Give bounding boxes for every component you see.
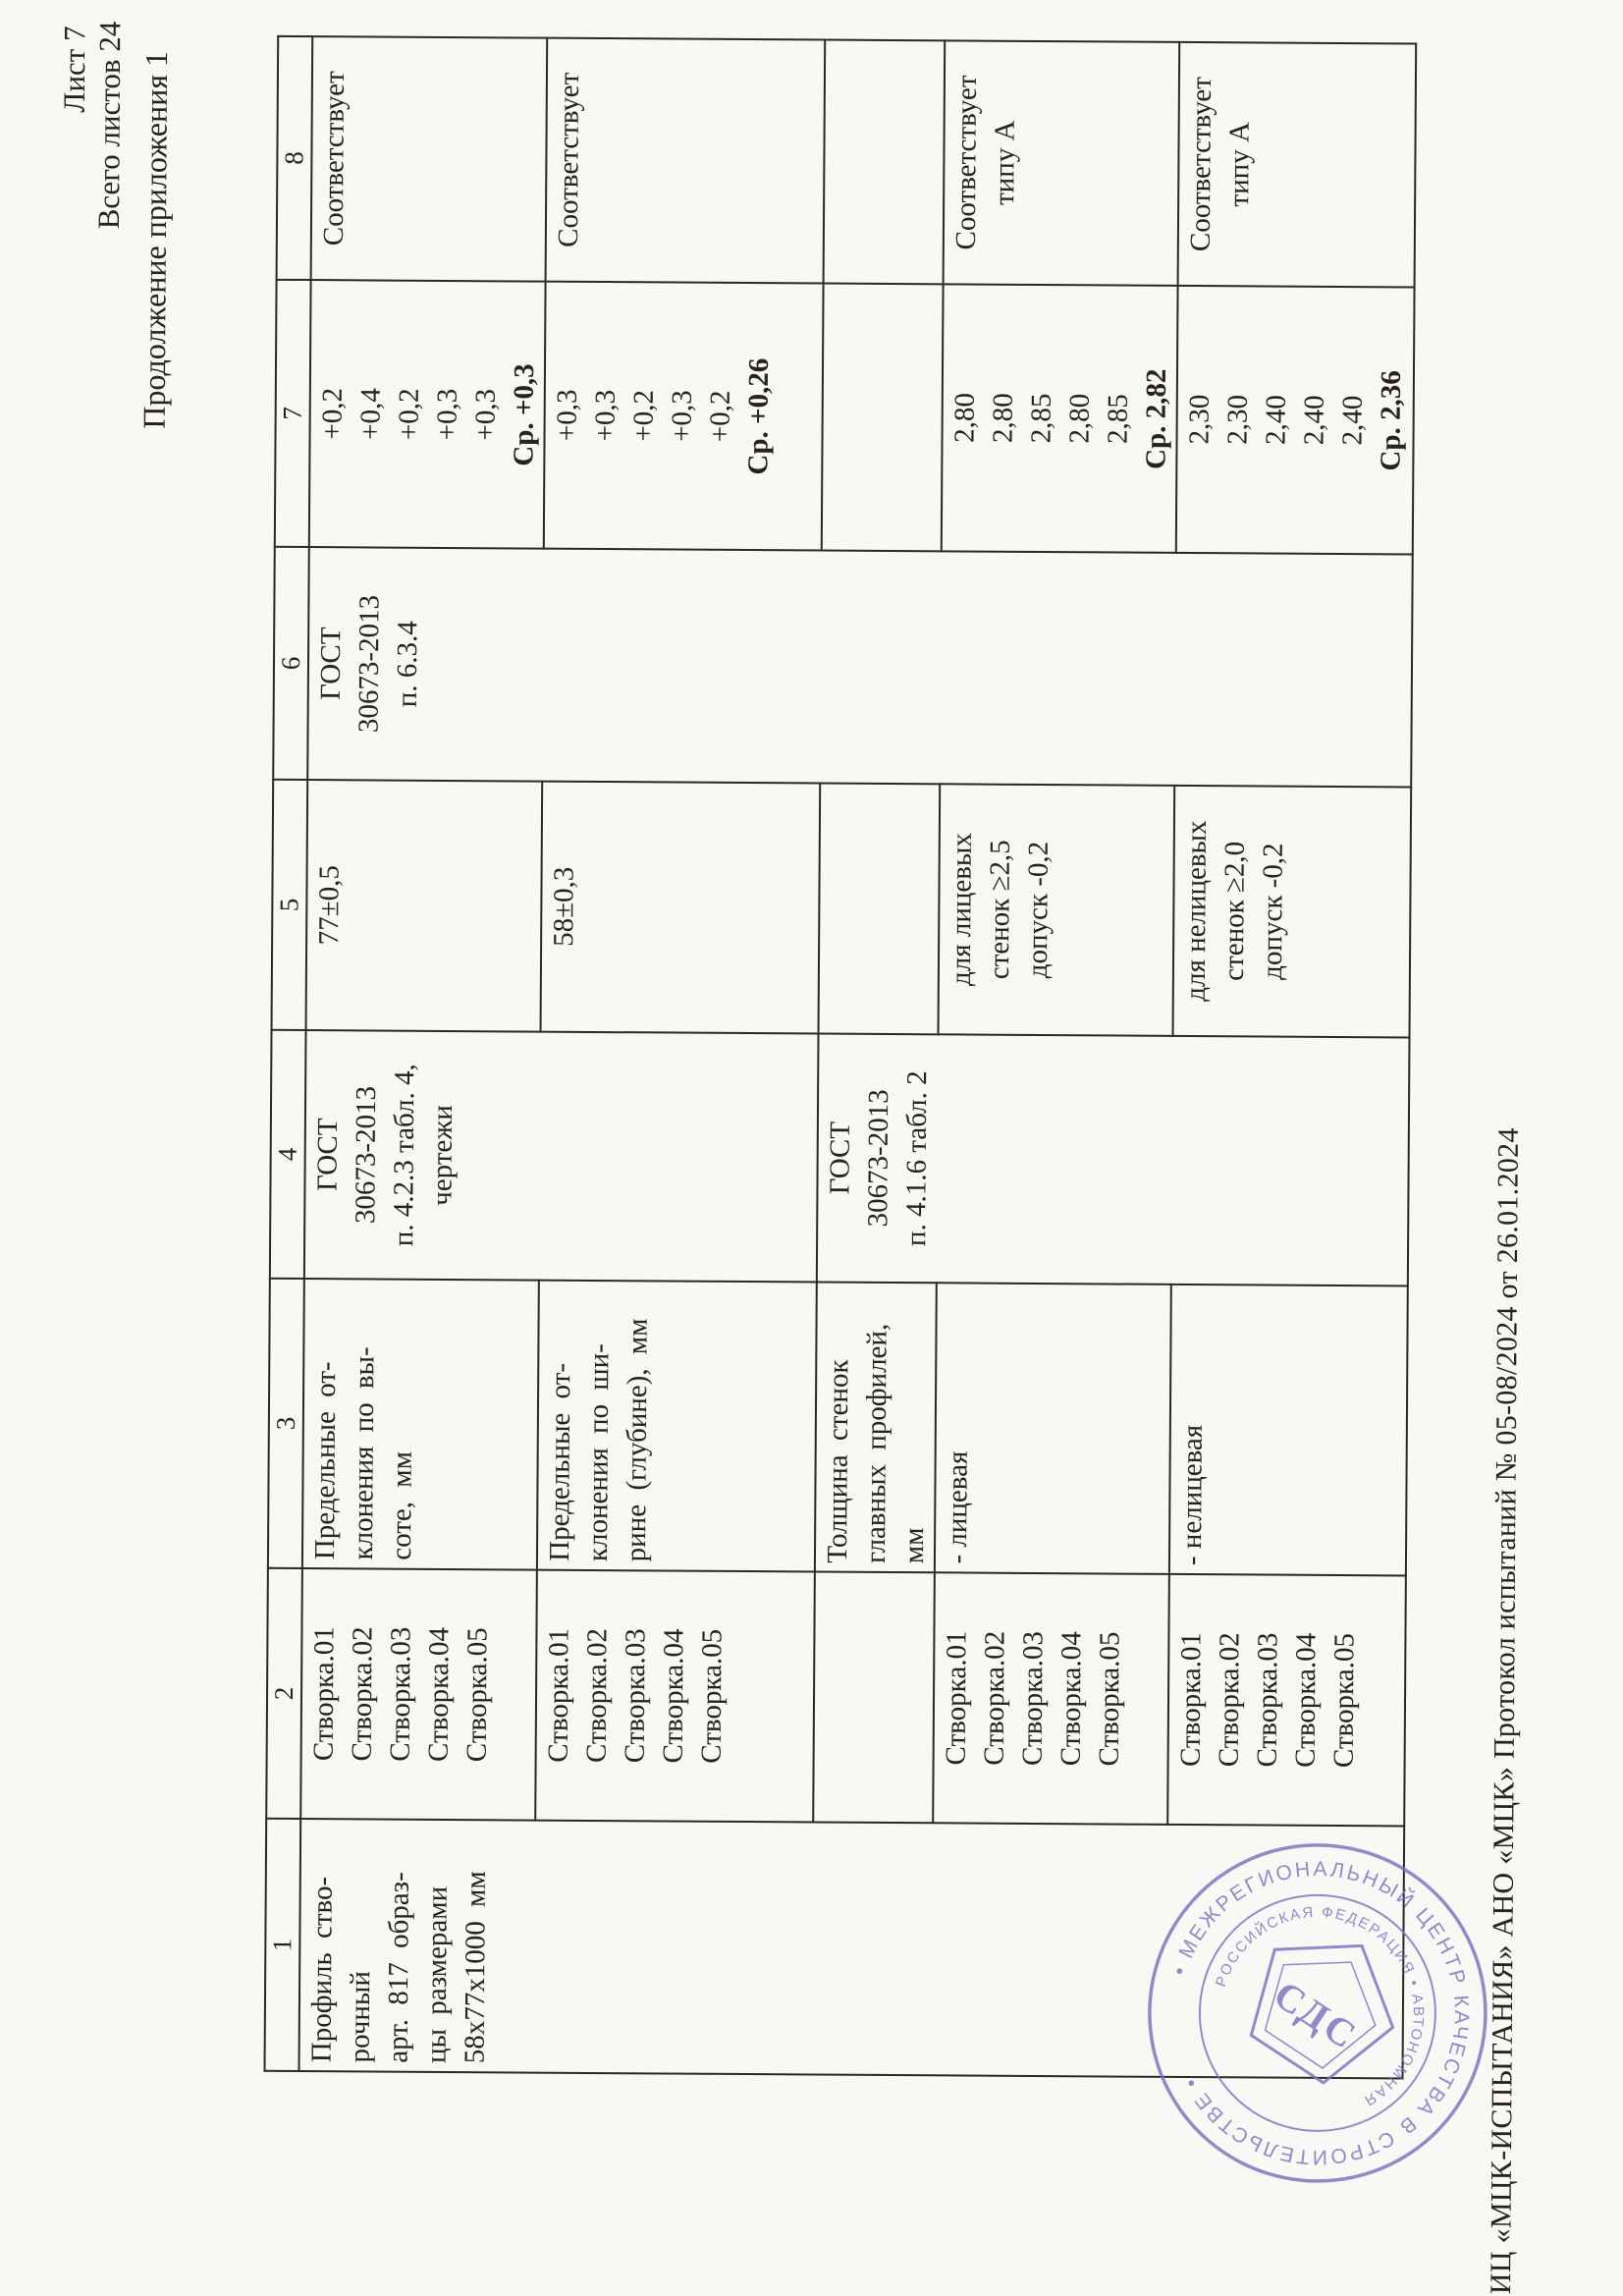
parameter-cell: Предельные от- клонения по вы- соте, мм bbox=[301, 1279, 539, 1570]
col-header-7: 7 bbox=[274, 279, 311, 548]
mean-value: Ср. 2,82 bbox=[1140, 368, 1173, 470]
samples-cell: Створка.01 Створка.02 Створка.03 Створка… bbox=[300, 1568, 537, 1821]
mean-value: Ср. +0,26 bbox=[742, 357, 776, 475]
test-results-table: 1 2 3 4 5 6 7 8 Профиль ство- рочный арт… bbox=[263, 35, 1417, 2080]
parameter-cell: Предельные от- клонения по ши- рине (глу… bbox=[536, 1280, 817, 1572]
col-header-5: 5 bbox=[271, 779, 308, 1031]
result-cell: Соответствует bbox=[310, 36, 548, 282]
col-header-8: 8 bbox=[276, 35, 313, 281]
mean-value: Ср. 2,36 bbox=[1375, 370, 1408, 471]
measured-values-cell: +0,2 +0,4 +0,2 +0,3 +0,3 Ср. +0,3 bbox=[308, 280, 546, 549]
norm-doc-cell: ГОСТ 30673-2013 п. 4.1.6 табл. 2 bbox=[816, 1033, 1410, 1286]
appendix-continuation-label: Продолжение приложения 1 bbox=[135, 50, 175, 429]
measured-values-cell: 2,30 2,30 2,40 2,40 2,40 Ср. 2,36 bbox=[1175, 285, 1415, 555]
requirement-cell: для нелицевых стенок ≥2,0 допуск -0,2 bbox=[1172, 785, 1412, 1038]
norm-doc-cell: ГОСТ 30673-2013 п. 4.2.3 табл. 4, чертеж… bbox=[303, 1030, 819, 1283]
col-header-6: 6 bbox=[273, 546, 309, 781]
requirement-cell: для лицевых стенок ≥2,5 допуск -0,2 bbox=[938, 784, 1175, 1036]
requirement-cell: 58±0,3 bbox=[540, 781, 821, 1034]
table-row-height-deviation: Профиль ство- рочный арт. 817 образ- цы … bbox=[298, 36, 1413, 2079]
mean-value: Ср. +0,3 bbox=[508, 363, 541, 466]
values-list: 2,30 2,30 2,40 2,40 2,40 bbox=[1183, 394, 1369, 446]
samples-cell-empty bbox=[813, 1571, 935, 1824]
result-cell: Соответствует bbox=[545, 37, 826, 284]
col-header-1: 1 bbox=[264, 1818, 301, 2072]
measured-values-cell-empty bbox=[821, 283, 944, 552]
col-header-4: 4 bbox=[269, 1029, 306, 1280]
measured-values-cell: 2,80 2,80 2,85 2,80 2,85 Ср. 2,82 bbox=[941, 284, 1178, 553]
result-cell: Соответствует типу А bbox=[1177, 41, 1417, 288]
sheet-number-label: Лист 7 bbox=[56, 26, 92, 113]
total-sheets-label: Всего листов 24 bbox=[90, 21, 128, 230]
result-cell: Соответствует типу А bbox=[943, 40, 1180, 286]
parameter-cell: Толщина стенок главных профилей, мм bbox=[814, 1282, 937, 1573]
table-row-wall-thickness-header: Толщина стенок главных профилей, мм ГОСТ… bbox=[811, 39, 1410, 2076]
parameter-cell: - лицевая bbox=[934, 1283, 1171, 1574]
measured-values-cell: +0,3 +0,3 +0,2 +0,3 +0,2 Ср. +0,26 bbox=[543, 281, 824, 551]
requirement-cell: 77±0,5 bbox=[305, 780, 543, 1032]
samples-cell: Створка.01 Створка.02 Створка.03 Створка… bbox=[535, 1569, 815, 1823]
protocol-footer-reference: ИЦ «МЦК-ИСПЫТАНИЯ» АНО «МЦК» Протокол ис… bbox=[1485, 1127, 1525, 2295]
samples-cell: Створка.01 Створка.02 Створка.03 Створка… bbox=[933, 1572, 1169, 1825]
values-list: 2,80 2,80 2,85 2,80 2,85 bbox=[948, 392, 1134, 444]
certification-stamp-icon: • МЕЖРЕГИОНАЛЬНЫЙ ЦЕНТР КАЧЕСТВА В СТРОИ… bbox=[1127, 1823, 1509, 2205]
samples-cell: Створка.01 Створка.02 Створка.03 Створка… bbox=[1167, 1573, 1406, 1827]
parameter-cell: - нелицевая bbox=[1168, 1284, 1408, 1576]
values-list: +0,3 +0,3 +0,2 +0,3 +0,2 bbox=[551, 389, 736, 443]
values-list: +0,2 +0,4 +0,2 +0,3 +0,3 bbox=[316, 387, 502, 441]
method-doc-cell: ГОСТ 30673-2013 п. 6.3.4 bbox=[307, 547, 1413, 788]
result-cell-empty bbox=[823, 39, 946, 285]
col-header-2: 2 bbox=[266, 1567, 302, 1820]
col-header-3: 3 bbox=[267, 1278, 304, 1569]
requirement-cell-empty bbox=[818, 783, 941, 1035]
